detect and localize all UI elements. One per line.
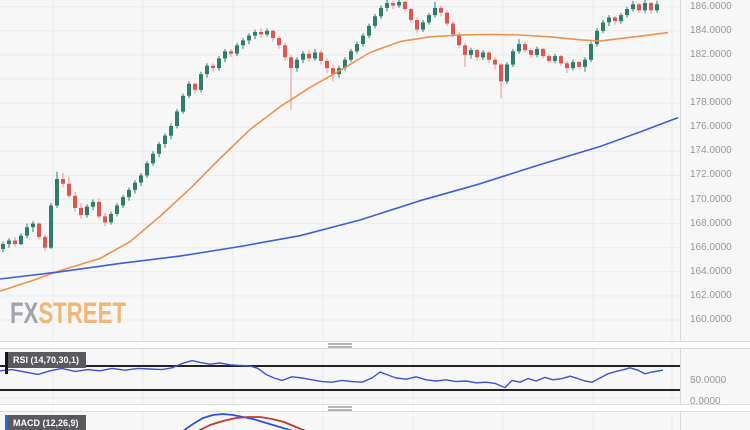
rsi-axis-label-0: 0.0000 (690, 396, 721, 407)
price-axis-label: 172.0000 (690, 169, 732, 181)
price-axis-label: 182.0000 (690, 48, 732, 60)
rsi-indicator-label[interactable]: RSI (14,70,30,1) (5, 352, 87, 374)
resize-grip-icon[interactable] (328, 406, 352, 411)
macd-label-text: MACD (12,26,9) (8, 415, 86, 430)
panel-resize-divider-2[interactable] (0, 404, 750, 412)
price-axis-label: 176.0000 (690, 121, 732, 133)
rsi-label-text: RSI (14,70,30,1) (8, 352, 87, 368)
rsi-accent-bar (5, 352, 8, 374)
panel-resize-divider-1[interactable] (0, 341, 750, 349)
price-axis-label: 170.0000 (690, 193, 732, 205)
macd-indicator-label[interactable]: MACD (12,26,9) (5, 415, 86, 430)
rsi-chart-canvas[interactable] (0, 349, 680, 409)
rsi-axis-label-50: 50.0000 (690, 375, 727, 386)
price-axis-label: 160.0000 (690, 314, 732, 325)
price-axis-label: 164.0000 (690, 265, 732, 277)
price-axis-label: 166.0000 (690, 241, 732, 253)
price-axis-label: 178.0000 (690, 97, 732, 109)
rsi-panel: RSI (14,70,30,1) 50.0000 0.0000 (0, 349, 750, 407)
price-chart-canvas[interactable] (0, 0, 680, 341)
price-axis-label: 180.0000 (690, 73, 732, 84)
rsi-axis-separator (680, 349, 681, 404)
price-axis-label: 184.0000 (690, 24, 732, 36)
price-axis-separator (680, 0, 681, 341)
price-axis-label: 174.0000 (690, 145, 732, 157)
watermark-fx: FX (10, 297, 39, 330)
macd-axis-separator (680, 412, 681, 430)
price-axis-label: 162.0000 (690, 289, 732, 301)
price-panel: FXSTREET 186.0000 184.0000 182.0000 180.000… (0, 0, 732, 341)
macd-chart-canvas[interactable] (0, 412, 680, 430)
fxstreet-watermark: FXSTREET (10, 299, 126, 329)
watermark-street: STREET (38, 297, 126, 330)
resize-grip-icon[interactable] (328, 343, 352, 348)
macd-accent-bar (5, 415, 8, 430)
macd-panel: MACD (12,26,9) (0, 412, 750, 430)
price-axis-label: 186.0000 (690, 0, 732, 12)
price-axis-label: 168.0000 (690, 217, 732, 229)
